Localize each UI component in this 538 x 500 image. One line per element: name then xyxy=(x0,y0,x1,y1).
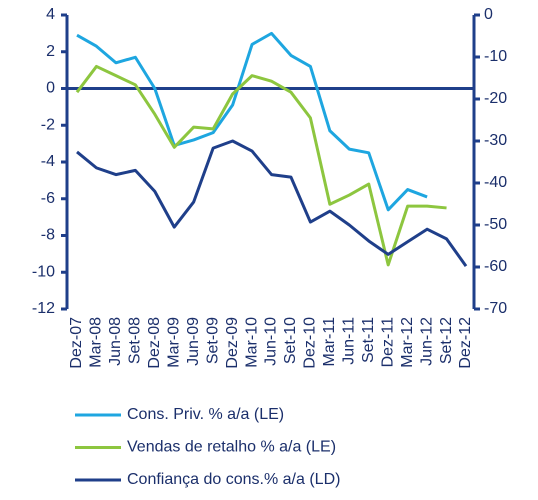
x-tick-label: Dez-10 xyxy=(302,317,319,369)
x-tick-label: Set-12 xyxy=(438,317,455,364)
x-tick-label: Jun-11 xyxy=(341,317,358,365)
x-tick-label: Jun-09 xyxy=(185,317,202,366)
x-tick-label: Set-08 xyxy=(127,317,144,364)
x-tick-label: Dez-09 xyxy=(224,317,241,369)
y2-tick-label: -60 xyxy=(484,258,507,275)
y-tick-label: -4 xyxy=(41,153,55,170)
y-tick-label: 4 xyxy=(46,6,55,23)
x-tick-label: Mar-12 xyxy=(399,317,416,368)
x-tick-label: Set-10 xyxy=(282,317,299,364)
x-tick-label: Dez-11 xyxy=(379,317,396,367)
y2-tick-label: -50 xyxy=(484,216,507,233)
x-tick-label: Set-09 xyxy=(204,317,221,364)
y2-tick-label: -40 xyxy=(484,174,507,191)
y-tick-label: 0 xyxy=(46,80,55,97)
y-tick-label: -6 xyxy=(41,190,55,207)
x-tick-label: Jun-10 xyxy=(263,317,280,366)
y-tick-label: -8 xyxy=(41,227,55,244)
y2-tick-label: -20 xyxy=(484,90,507,107)
x-tick-label: Mar-10 xyxy=(243,317,260,368)
x-tick-label: Dez-07 xyxy=(68,317,85,369)
series-line xyxy=(76,139,468,268)
x-tick-label: Mar-09 xyxy=(165,317,182,368)
x-tick-label: Set-11 xyxy=(360,317,377,363)
x-tick-label: Jun-08 xyxy=(107,317,124,366)
x-tick-label: Dez-12 xyxy=(457,317,474,369)
y2-tick-label: -30 xyxy=(484,132,507,149)
y-tick-label: -12 xyxy=(32,300,55,317)
x-tick-label: Jun-12 xyxy=(418,317,435,366)
legend-label: Cons. Priv. % a/a (LE) xyxy=(127,406,284,423)
y-tick-label: -10 xyxy=(32,263,55,280)
x-tick-label: Dez-08 xyxy=(146,317,163,369)
legend-label: Vendas de retalho % a/a (LE) xyxy=(127,439,336,456)
y2-tick-label: -70 xyxy=(484,300,507,317)
y-tick-label: 2 xyxy=(46,43,55,60)
x-tick-label: Mar-11 xyxy=(321,317,338,367)
x-tick-label: Mar-08 xyxy=(88,317,105,368)
series-line xyxy=(75,64,447,267)
y2-tick-label: -10 xyxy=(484,48,507,65)
y-tick-label: -2 xyxy=(41,116,55,133)
y2-tick-label: 0 xyxy=(484,6,493,23)
series-line xyxy=(76,31,428,212)
legend-label: Confiança do cons.% a/a (LD) xyxy=(127,471,340,488)
